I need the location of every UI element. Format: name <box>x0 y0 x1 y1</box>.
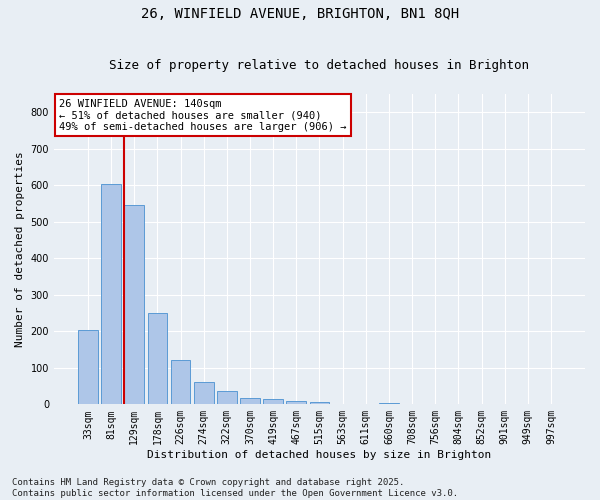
Text: 26, WINFIELD AVENUE, BRIGHTON, BN1 8QH: 26, WINFIELD AVENUE, BRIGHTON, BN1 8QH <box>141 8 459 22</box>
Bar <box>310 402 329 404</box>
X-axis label: Distribution of detached houses by size in Brighton: Distribution of detached houses by size … <box>148 450 491 460</box>
Bar <box>240 398 260 404</box>
Title: Size of property relative to detached houses in Brighton: Size of property relative to detached ho… <box>109 59 529 72</box>
Bar <box>217 391 236 404</box>
Text: 26 WINFIELD AVENUE: 140sqm
← 51% of detached houses are smaller (940)
49% of sem: 26 WINFIELD AVENUE: 140sqm ← 51% of deta… <box>59 98 347 132</box>
Bar <box>148 313 167 404</box>
Text: Contains HM Land Registry data © Crown copyright and database right 2025.
Contai: Contains HM Land Registry data © Crown c… <box>12 478 458 498</box>
Bar <box>263 399 283 404</box>
Bar <box>101 184 121 404</box>
Bar <box>286 400 306 404</box>
Bar <box>379 402 399 404</box>
Bar <box>170 360 190 405</box>
Bar <box>194 382 214 404</box>
Bar <box>78 330 98 404</box>
Bar <box>124 204 144 404</box>
Y-axis label: Number of detached properties: Number of detached properties <box>15 152 25 347</box>
